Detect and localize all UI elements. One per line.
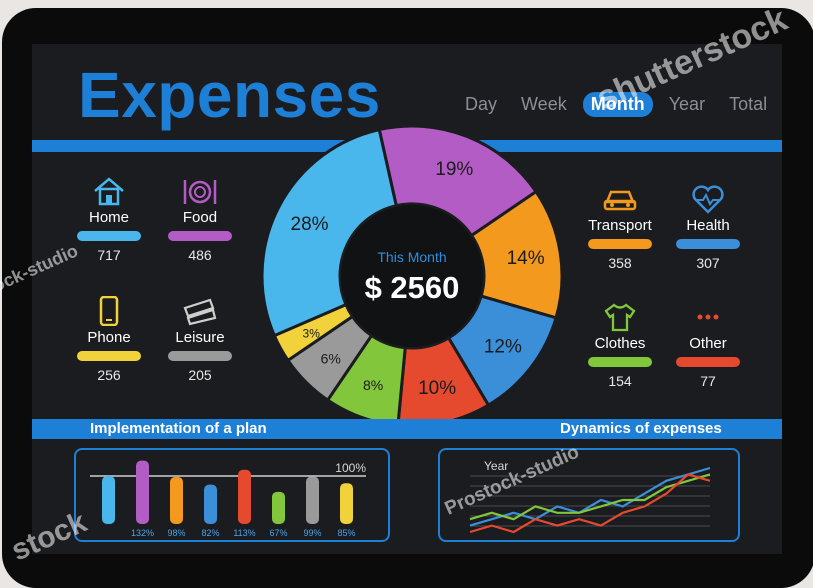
category-other[interactable]: Other 77	[668, 302, 748, 389]
plan-bar	[272, 491, 285, 524]
dynamics-line-chart: Year	[469, 459, 711, 534]
category-value: 307	[696, 255, 720, 271]
period-tabs: Day Week Month Year Total	[457, 92, 775, 117]
plan-bar-label: 99%	[303, 528, 321, 538]
goal-label: 100%	[335, 461, 366, 475]
heart-icon	[668, 184, 748, 214]
dynamics-title: Dynamics of expenses	[560, 420, 722, 437]
category-bar	[77, 231, 141, 241]
category-home[interactable]: Home 717	[69, 176, 149, 263]
donut-segment-home[interactable]	[260, 127, 399, 338]
dynamics-series-line	[469, 473, 711, 521]
tab-month[interactable]: Month	[582, 92, 653, 117]
car-icon	[580, 184, 660, 214]
donut-segment-food[interactable]	[377, 126, 539, 238]
plan-panel: 100% 132% 98% 82% 113% 67% 99% 85%	[74, 448, 390, 542]
category-clothes[interactable]: Clothes 154	[580, 302, 660, 389]
plan-title: Implementation of a plan	[90, 420, 267, 437]
category-value: 256	[97, 367, 121, 383]
category-bar	[588, 239, 652, 249]
phone-icon	[69, 296, 149, 326]
expense-donut-chart: This Month $ 2560 19% 14% 12% 10% 8% 6%3% 28%	[260, 126, 564, 426]
category-label: Food	[182, 209, 218, 226]
category-value: 717	[97, 247, 121, 263]
category-label: Home	[88, 209, 129, 226]
category-bar	[676, 357, 740, 367]
category-value: 205	[188, 367, 212, 383]
category-leisure[interactable]: Leisure 205	[160, 296, 240, 383]
dynamics-series-line	[469, 473, 711, 534]
category-label: Other	[689, 335, 727, 352]
plan-bar	[204, 484, 217, 524]
page-title: Expenses	[78, 59, 381, 131]
tab-day[interactable]: Day	[465, 94, 498, 114]
plan-bar-label: 82%	[201, 528, 219, 538]
donut-segment-label: 6%	[321, 350, 341, 366]
category-label: Clothes	[594, 335, 646, 352]
plan-bar-label: 85%	[337, 528, 355, 538]
dots-icon	[668, 302, 748, 332]
tab-year[interactable]: Year	[668, 94, 706, 114]
dynamics-panel: Year	[438, 448, 740, 542]
donut-segment-label: 19%	[435, 159, 473, 180]
plan-bar	[340, 483, 353, 524]
category-label: Transport	[588, 217, 652, 234]
dashboard-screen: Expenses Day Week Month Year Total Home …	[32, 44, 782, 554]
tablet-frame: Expenses Day Week Month Year Total Home …	[2, 8, 813, 588]
donut-hole	[341, 205, 483, 347]
plan-bar	[102, 476, 115, 524]
category-value: 486	[188, 247, 212, 263]
bottom-divider	[32, 419, 782, 439]
category-value: 154	[608, 373, 632, 389]
food-icon	[160, 176, 240, 206]
dynamics-series-line	[469, 466, 711, 527]
category-food[interactable]: Food 486	[160, 176, 240, 263]
donut-center-value: $ 2560	[365, 270, 460, 305]
tab-total[interactable]: Total	[729, 94, 768, 114]
plan-bar-label: 132%	[131, 528, 154, 538]
plan-bar	[306, 476, 319, 524]
donut-segment-label: 12%	[484, 336, 522, 357]
donut-segment-label: 28%	[291, 214, 329, 235]
home-icon	[69, 176, 149, 206]
donut-center-label: This Month	[377, 249, 446, 265]
donut-segment-label: 3%	[303, 326, 321, 340]
donut-segment-label: 8%	[363, 377, 383, 393]
category-bar	[168, 231, 232, 241]
period-label: Year	[484, 459, 508, 473]
donut-segment-label: 14%	[507, 248, 545, 269]
plan-bar-label: 113%	[233, 528, 255, 538]
category-label: Health	[686, 217, 730, 234]
category-phone[interactable]: Phone 256	[69, 296, 149, 383]
donut-segment-label: 10%	[418, 378, 456, 399]
ticket-icon	[160, 296, 240, 326]
category-label: Leisure	[175, 329, 225, 346]
plan-bar-label: 67%	[269, 528, 287, 538]
category-transport[interactable]: Transport 358	[580, 184, 660, 271]
tab-week[interactable]: Week	[521, 94, 567, 114]
shirt-icon	[580, 302, 660, 332]
category-health[interactable]: Health 307	[668, 184, 748, 271]
plan-bar	[136, 460, 149, 524]
category-bar	[77, 351, 141, 361]
category-bar	[676, 239, 740, 249]
plan-bar-chart: 100% 132% 98% 82% 113% 67% 99% 85%	[90, 460, 366, 538]
category-value: 77	[700, 373, 716, 389]
category-bar	[168, 351, 232, 361]
plan-bar	[170, 476, 183, 524]
plan-bar	[238, 469, 251, 524]
plan-bar-label: 98%	[167, 528, 185, 538]
category-label: Phone	[87, 329, 131, 346]
category-bar	[588, 357, 652, 367]
category-value: 358	[608, 255, 632, 271]
